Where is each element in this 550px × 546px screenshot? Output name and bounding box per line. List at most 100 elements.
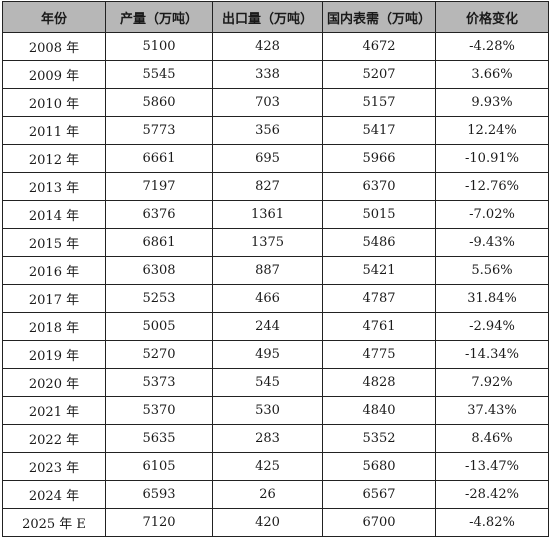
table-row: 2010 年 5860 703 5157 9.93% xyxy=(2,88,549,117)
table-row: 2015 年 6861 1375 5486 -9.43% xyxy=(2,228,549,257)
cell-export: 545 xyxy=(212,368,323,397)
cell-export: 420 xyxy=(212,508,323,537)
cell-export: 466 xyxy=(212,284,323,313)
cell-year: 2014 年 xyxy=(2,200,106,229)
cell-domestic-demand: 4787 xyxy=(322,284,436,313)
cell-price-change: -28.42% xyxy=(435,480,549,509)
table-row: 2016 年 6308 887 5421 5.56% xyxy=(2,256,549,285)
cell-export: 495 xyxy=(212,340,323,369)
cell-domestic-demand: 4828 xyxy=(322,368,436,397)
cell-export: 425 xyxy=(212,452,323,481)
table-row: 2018 年 5005 244 4761 -2.94% xyxy=(2,312,549,341)
cell-production: 5253 xyxy=(105,284,213,313)
table-row: 2019 年 5270 495 4775 -14.34% xyxy=(2,340,549,369)
cell-price-change: -14.34% xyxy=(435,340,549,369)
cell-production: 6308 xyxy=(105,256,213,285)
cell-domestic-demand: 5417 xyxy=(322,116,436,145)
table-row: 2009 年 5545 338 5207 3.66% xyxy=(2,60,549,89)
table-row: 2022 年 5635 283 5352 8.46% xyxy=(2,424,549,453)
cell-domestic-demand: 5680 xyxy=(322,452,436,481)
cell-year: 2017 年 xyxy=(2,284,106,313)
cell-price-change: 12.24% xyxy=(435,116,549,145)
header-year: 年份 xyxy=(2,1,106,33)
cell-production: 7120 xyxy=(105,508,213,537)
cell-domestic-demand: 5157 xyxy=(322,88,436,117)
cell-price-change: -12.76% xyxy=(435,172,549,201)
cell-export: 26 xyxy=(212,480,323,509)
cell-year: 2019 年 xyxy=(2,340,106,369)
cell-export: 1361 xyxy=(212,200,323,229)
table-row: 2008 年 5100 428 4672 -4.28% xyxy=(2,32,549,61)
cell-price-change: 8.46% xyxy=(435,424,549,453)
cell-year: 2016 年 xyxy=(2,256,106,285)
cell-year: 2011 年 xyxy=(2,116,106,145)
cell-domestic-demand: 4775 xyxy=(322,340,436,369)
table-row: 2023 年 6105 425 5680 -13.47% xyxy=(2,452,549,481)
cell-production: 5100 xyxy=(105,32,213,61)
cell-production: 5373 xyxy=(105,368,213,397)
cell-price-change: -2.94% xyxy=(435,312,549,341)
cell-domestic-demand: 6370 xyxy=(322,172,436,201)
table-header-row: 年份 产量（万吨） 出口量（万吨） 国内表需（万吨） 价格变化 xyxy=(2,1,549,33)
header-domestic-demand: 国内表需（万吨） xyxy=(322,1,436,33)
cell-export: 827 xyxy=(212,172,323,201)
cell-production: 6105 xyxy=(105,452,213,481)
table-row: 2012 年 6661 695 5966 -10.91% xyxy=(2,144,549,173)
cell-production: 5370 xyxy=(105,396,213,425)
table-row: 2014 年 6376 1361 5015 -7.02% xyxy=(2,200,549,229)
header-export: 出口量（万吨） xyxy=(212,1,323,33)
cell-year: 2013 年 xyxy=(2,172,106,201)
cell-domestic-demand: 5421 xyxy=(322,256,436,285)
cell-domestic-demand: 5015 xyxy=(322,200,436,229)
table-row: 2013 年 7197 827 6370 -12.76% xyxy=(2,172,549,201)
cell-export: 356 xyxy=(212,116,323,145)
cell-year: 2009 年 xyxy=(2,60,106,89)
cell-year: 2012 年 xyxy=(2,144,106,173)
cell-domestic-demand: 5207 xyxy=(322,60,436,89)
cell-year: 2015 年 xyxy=(2,228,106,257)
table-row: 2025 年 E 7120 420 6700 -4.82% xyxy=(2,508,549,537)
cell-year: 2018 年 xyxy=(2,312,106,341)
header-production: 产量（万吨） xyxy=(105,1,213,33)
data-table: 年份 产量（万吨） 出口量（万吨） 国内表需（万吨） 价格变化 2008 年 51… xyxy=(2,1,549,537)
cell-price-change: -9.43% xyxy=(435,228,549,257)
table-row: 2020 年 5373 545 4828 7.92% xyxy=(2,368,549,397)
cell-production: 6661 xyxy=(105,144,213,173)
cell-price-change: -4.82% xyxy=(435,508,549,537)
cell-production: 6861 xyxy=(105,228,213,257)
cell-price-change: 5.56% xyxy=(435,256,549,285)
cell-year: 2022 年 xyxy=(2,424,106,453)
cell-export: 887 xyxy=(212,256,323,285)
cell-export: 703 xyxy=(212,88,323,117)
cell-export: 1375 xyxy=(212,228,323,257)
table-row: 2024 年 6593 26 6567 -28.42% xyxy=(2,480,549,509)
header-price-change: 价格变化 xyxy=(435,1,549,33)
cell-price-change: 3.66% xyxy=(435,60,549,89)
cell-export: 338 xyxy=(212,60,323,89)
cell-production: 5545 xyxy=(105,60,213,89)
cell-year: 2024 年 xyxy=(2,480,106,509)
cell-price-change: 37.43% xyxy=(435,396,549,425)
cell-price-change: 31.84% xyxy=(435,284,549,313)
cell-price-change: -13.47% xyxy=(435,452,549,481)
cell-production: 5773 xyxy=(105,116,213,145)
cell-domestic-demand: 6700 xyxy=(322,508,436,537)
cell-price-change: -10.91% xyxy=(435,144,549,173)
cell-production: 7197 xyxy=(105,172,213,201)
cell-export: 244 xyxy=(212,312,323,341)
cell-domestic-demand: 5486 xyxy=(322,228,436,257)
cell-year: 2010 年 xyxy=(2,88,106,117)
cell-production: 5860 xyxy=(105,88,213,117)
cell-export: 283 xyxy=(212,424,323,453)
cell-year: 2023 年 xyxy=(2,452,106,481)
cell-price-change: 7.92% xyxy=(435,368,549,397)
cell-price-change: -7.02% xyxy=(435,200,549,229)
cell-production: 5005 xyxy=(105,312,213,341)
cell-year: 2008 年 xyxy=(2,32,106,61)
cell-production: 5270 xyxy=(105,340,213,369)
cell-price-change: -4.28% xyxy=(435,32,549,61)
table-row: 2011 年 5773 356 5417 12.24% xyxy=(2,116,549,145)
cell-export: 428 xyxy=(212,32,323,61)
cell-domestic-demand: 5352 xyxy=(322,424,436,453)
cell-production: 6593 xyxy=(105,480,213,509)
